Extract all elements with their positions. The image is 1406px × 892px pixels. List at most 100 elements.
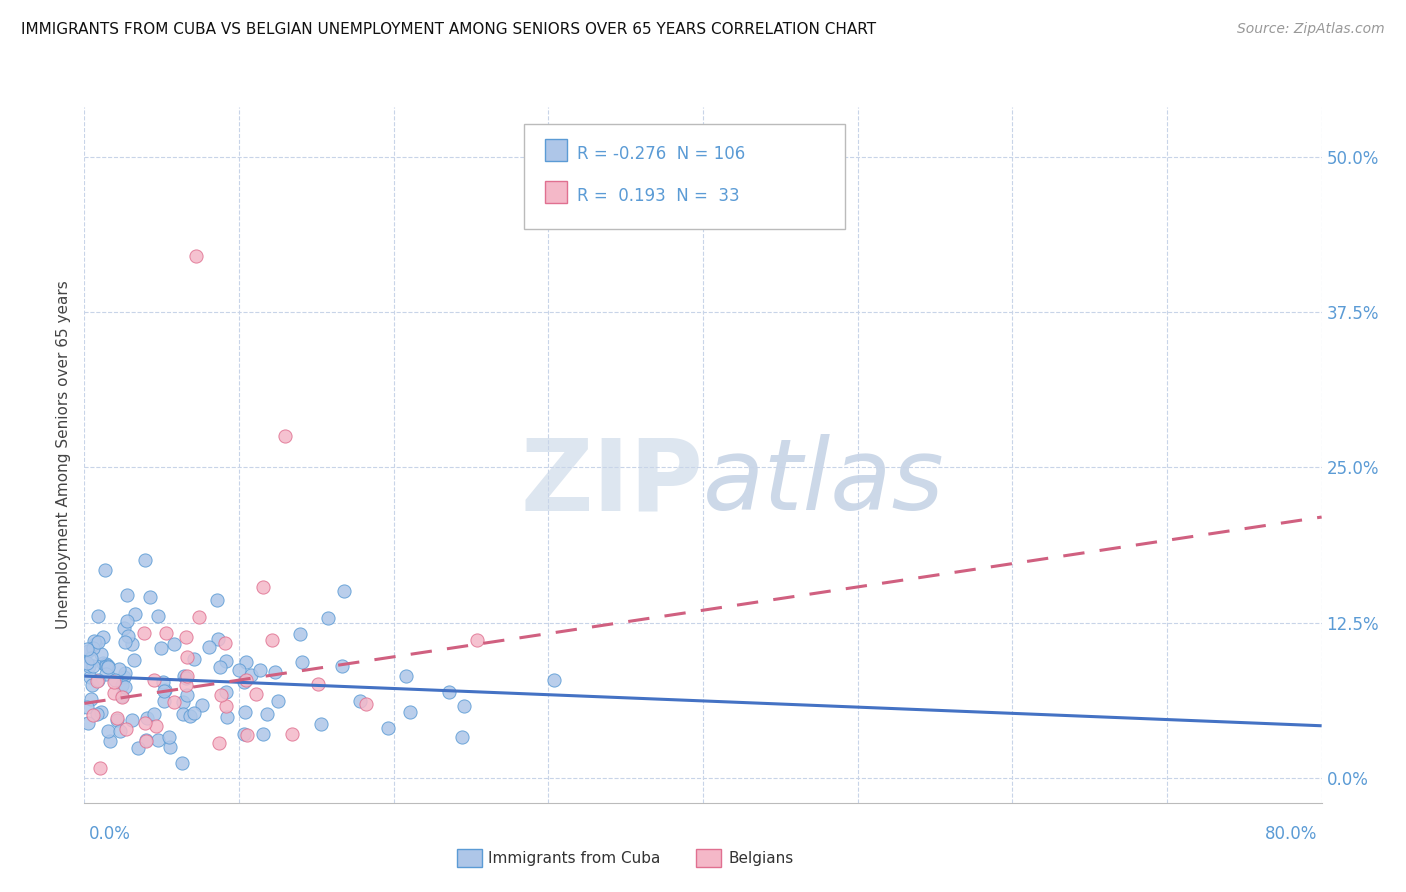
Point [183, 706, 205, 721]
FancyBboxPatch shape [544, 139, 567, 161]
Point [252, 581, 274, 595]
Point [105, 711, 128, 725]
Point [82, 658, 104, 673]
Point [252, 727, 274, 741]
Point [115, 614, 138, 628]
Point [111, 677, 134, 691]
Point [207, 632, 229, 647]
Point [76, 715, 98, 730]
Y-axis label: Unemployment Among Seniors over 65 years: Unemployment Among Seniors over 65 years [56, 281, 72, 629]
FancyBboxPatch shape [544, 181, 567, 203]
Point [122, 653, 145, 667]
Point [90, 647, 112, 661]
Point [330, 658, 353, 673]
Point [112, 621, 135, 635]
Point [105, 714, 128, 728]
Point [97, 660, 120, 674]
Point [233, 705, 256, 719]
Point [91, 656, 114, 670]
Point [176, 688, 198, 702]
Point [152, 675, 174, 690]
Point [191, 698, 214, 713]
Point [107, 662, 129, 676]
Point [288, 627, 311, 641]
Point [179, 709, 201, 723]
Text: IMMIGRANTS FROM CUBA VS BELGIAN UNEMPLOYMENT AMONG SENIORS OVER 65 YEARS CORRELA: IMMIGRANTS FROM CUBA VS BELGIAN UNEMPLOY… [21, 22, 876, 37]
Point [215, 698, 238, 713]
Point [134, 716, 156, 731]
Point [135, 733, 157, 747]
Point [215, 685, 238, 699]
Point [127, 741, 149, 756]
Point [172, 707, 194, 722]
Point [316, 611, 339, 625]
Point [87, 673, 110, 687]
Point [82, 640, 104, 655]
Point [439, 685, 461, 699]
Point [256, 707, 278, 722]
Point [233, 727, 256, 741]
Point [153, 682, 176, 697]
Point [77, 643, 100, 657]
Point [205, 593, 228, 607]
Point [79, 659, 101, 673]
Text: ZIP: ZIP [520, 434, 703, 532]
Point [114, 635, 136, 649]
Point [176, 650, 198, 665]
Point [215, 710, 238, 724]
Point [80, 692, 103, 706]
Point [543, 673, 565, 687]
Point [115, 588, 138, 602]
Point [80, 651, 103, 665]
Point [291, 656, 314, 670]
Point [159, 739, 181, 754]
Point [163, 695, 186, 709]
Point [145, 719, 167, 733]
Point [132, 625, 155, 640]
Point [173, 669, 195, 683]
Point [236, 728, 259, 742]
Point [114, 681, 136, 695]
Text: 80.0%: 80.0% [1265, 825, 1317, 843]
Point [80, 678, 103, 692]
Point [82, 707, 104, 722]
Point [162, 637, 184, 651]
Point [87, 608, 110, 623]
Point [188, 610, 211, 624]
Point [86, 673, 108, 688]
Point [267, 694, 290, 708]
Point [103, 675, 125, 690]
Point [97, 658, 120, 673]
Point [98, 733, 121, 747]
Point [307, 676, 329, 690]
Point [184, 249, 207, 263]
Point [170, 756, 193, 771]
Point [354, 697, 377, 711]
Point [453, 698, 475, 713]
Point [148, 733, 170, 747]
Point [76, 657, 98, 671]
Point [153, 694, 176, 708]
Point [89, 761, 111, 775]
Text: atlas: atlas [703, 434, 945, 532]
Point [76, 699, 98, 714]
Point [333, 584, 356, 599]
Point [155, 626, 177, 640]
Point [108, 724, 131, 739]
Point [96, 658, 118, 673]
Point [142, 707, 165, 722]
Point [83, 634, 105, 648]
Point [281, 727, 304, 741]
Text: Immigrants from Cuba: Immigrants from Cuba [488, 851, 661, 865]
Point [157, 730, 180, 744]
Point [451, 731, 474, 745]
Point [86, 635, 108, 649]
Point [90, 705, 112, 719]
Point [465, 632, 488, 647]
Point [214, 636, 236, 650]
Point [86, 706, 108, 721]
Point [96, 667, 118, 681]
Point [235, 655, 257, 669]
Point [121, 637, 143, 651]
Point [245, 687, 267, 701]
